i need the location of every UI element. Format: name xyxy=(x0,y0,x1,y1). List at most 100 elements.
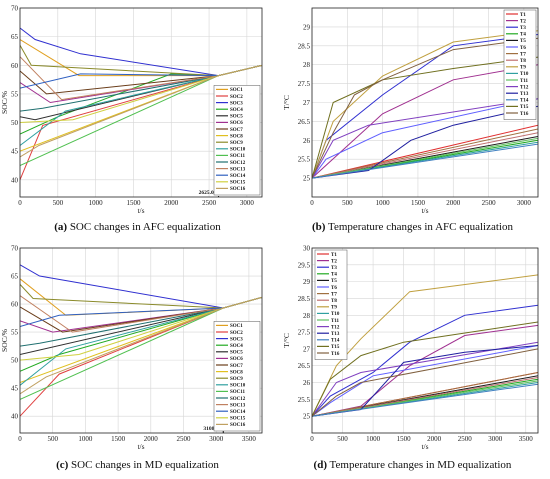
legend-label: SOC1 xyxy=(230,324,243,329)
x-tick-label: 3000 xyxy=(488,435,503,443)
legend-label: T8 xyxy=(331,299,337,304)
y-tick-label: 26.5 xyxy=(298,362,311,370)
y-tick-label: 40 xyxy=(11,176,19,184)
legend-label: SOC4 xyxy=(230,108,243,113)
legend-label: T4 xyxy=(331,273,337,278)
y-tick-label: 55 xyxy=(11,90,19,98)
series-group xyxy=(312,274,538,417)
x-tick-label: 2500 xyxy=(482,199,497,207)
legend-label: SOC10 xyxy=(230,148,246,153)
x-tick-label: 2500 xyxy=(177,435,192,443)
y-tick-label: 27 xyxy=(303,345,311,353)
legend-label: T1 xyxy=(331,253,337,258)
x-axis-label: t/s xyxy=(137,442,144,451)
series-line-t7 xyxy=(312,128,538,179)
x-tick-label: 500 xyxy=(47,435,58,443)
legend-label: SOC2 xyxy=(230,95,243,100)
soc-afc-panel: 0 500 1000 1500 2000 2500 3000 40 45 50 55 60 65 70 26… xyxy=(0,0,275,240)
caption-soc-md: (c) SOC changes in MD equalization xyxy=(56,459,219,471)
legend-label: SOC13 xyxy=(230,167,246,172)
temp-afc-chart: 0 500 1000 1500 2000 2500 3000 25 25.5 26 26.5 27 27… xyxy=(282,7,539,215)
x-tick-label: 0 xyxy=(310,199,314,207)
x-tick-label: 2500 xyxy=(202,199,217,207)
series-group xyxy=(312,30,538,179)
plot-frame xyxy=(19,247,263,434)
series-line-soc16 xyxy=(20,296,262,395)
y-axis-label: SOC/% xyxy=(0,329,9,352)
series-line-t6 xyxy=(312,98,538,179)
series-line-t14 xyxy=(312,383,538,417)
x-tick-label: 500 xyxy=(342,199,353,207)
legend-label: T11 xyxy=(520,79,529,84)
y-tick-label: 26.5 xyxy=(298,118,311,126)
legend-label: T14 xyxy=(331,339,340,344)
y-tick-label: 25 xyxy=(303,175,311,183)
series-line-t16 xyxy=(312,348,538,417)
y-tick-label: 27.5 xyxy=(298,80,311,88)
legend-label: SOC2 xyxy=(230,331,243,336)
x-axis-label: t/s xyxy=(421,442,428,451)
series-line-t13 xyxy=(312,105,538,179)
y-tick-label: 45 xyxy=(11,148,19,156)
legend-label: SOC9 xyxy=(230,377,243,382)
legend-box xyxy=(213,321,261,432)
x-tick-label: 1500 xyxy=(411,199,426,207)
y-tick-label: 65 xyxy=(11,33,19,41)
y-tick-label: 28 xyxy=(303,61,311,69)
legend-label: T4 xyxy=(520,33,526,38)
legend-box xyxy=(213,85,261,196)
y-tick-label: 26 xyxy=(303,137,311,145)
legend-label: T15 xyxy=(331,345,340,350)
series-line-soc16 xyxy=(20,64,262,158)
legend-label: T15 xyxy=(520,105,529,110)
x-tick-label: 1000 xyxy=(78,435,93,443)
legend-label: SOC6 xyxy=(230,121,243,126)
y-tick-label: 25.5 xyxy=(298,396,311,404)
y-tick-label: 30 xyxy=(303,245,311,253)
y-tick-label: 70 xyxy=(11,245,19,253)
series-line-t8 xyxy=(312,132,538,179)
x-tick-label: 500 xyxy=(337,435,348,443)
y-tick-label: 29 xyxy=(303,278,311,286)
x-tick-label: 0 xyxy=(18,199,22,207)
series-line-t16 xyxy=(312,37,538,179)
legend-label: SOC11 xyxy=(230,154,246,159)
y-tick-label: 28.5 xyxy=(298,42,311,50)
legend-label: SOC14 xyxy=(230,410,246,415)
legend-label: T5 xyxy=(520,39,526,44)
x-tick-label: 2000 xyxy=(427,435,442,443)
legend-label: SOC14 xyxy=(230,174,246,179)
caption-soc-afc: (a) SOC changes in AFC equalization xyxy=(54,221,221,233)
series-line-t6 xyxy=(312,345,538,417)
legend-label: T11 xyxy=(331,319,340,324)
x-tick-label: 3500 xyxy=(242,435,257,443)
legend-label: SOC16 xyxy=(230,187,246,192)
legend-label: SOC11 xyxy=(230,390,246,395)
y-tick-label: 26 xyxy=(303,379,311,387)
y-tick-label: 50 xyxy=(11,119,19,127)
legend-label: SOC1 xyxy=(230,88,243,93)
legend-label: SOC4 xyxy=(230,344,243,349)
x-tick-label: 1000 xyxy=(89,199,104,207)
legend-label: T12 xyxy=(520,85,529,90)
legend-label: T1 xyxy=(520,13,526,18)
series-line-t14 xyxy=(312,143,538,179)
legend-label: SOC8 xyxy=(230,134,243,139)
legend-label: SOC3 xyxy=(230,337,243,342)
legend-label: T5 xyxy=(331,279,337,284)
series-line-t8 xyxy=(312,377,538,417)
soc-md-chart: 0 500 1000 1500 2000 2500 3000 3500 40 45 50 55 60 65… xyxy=(0,245,263,451)
x-tick-label: 0 xyxy=(18,435,22,443)
soc-md-panel: 0 500 1000 1500 2000 2500 3000 3500 40 45 50 55 60 65… xyxy=(0,240,275,479)
x-tick-label: 1500 xyxy=(111,435,126,443)
legend-label: SOC15 xyxy=(230,181,246,186)
legend-label: SOC7 xyxy=(230,128,243,133)
legend-label: SOC16 xyxy=(230,423,246,428)
legend-label: T6 xyxy=(331,286,337,291)
y-axis-label: SOC/% xyxy=(0,91,9,114)
caption-temp-afc: (b) Temperature changes in AFC equalizat… xyxy=(312,221,513,233)
y-tick-label: 45 xyxy=(11,385,19,393)
legend-label: SOC3 xyxy=(230,101,243,106)
legend-label: T7 xyxy=(520,52,526,57)
x-axis-label: t/s xyxy=(421,206,428,215)
